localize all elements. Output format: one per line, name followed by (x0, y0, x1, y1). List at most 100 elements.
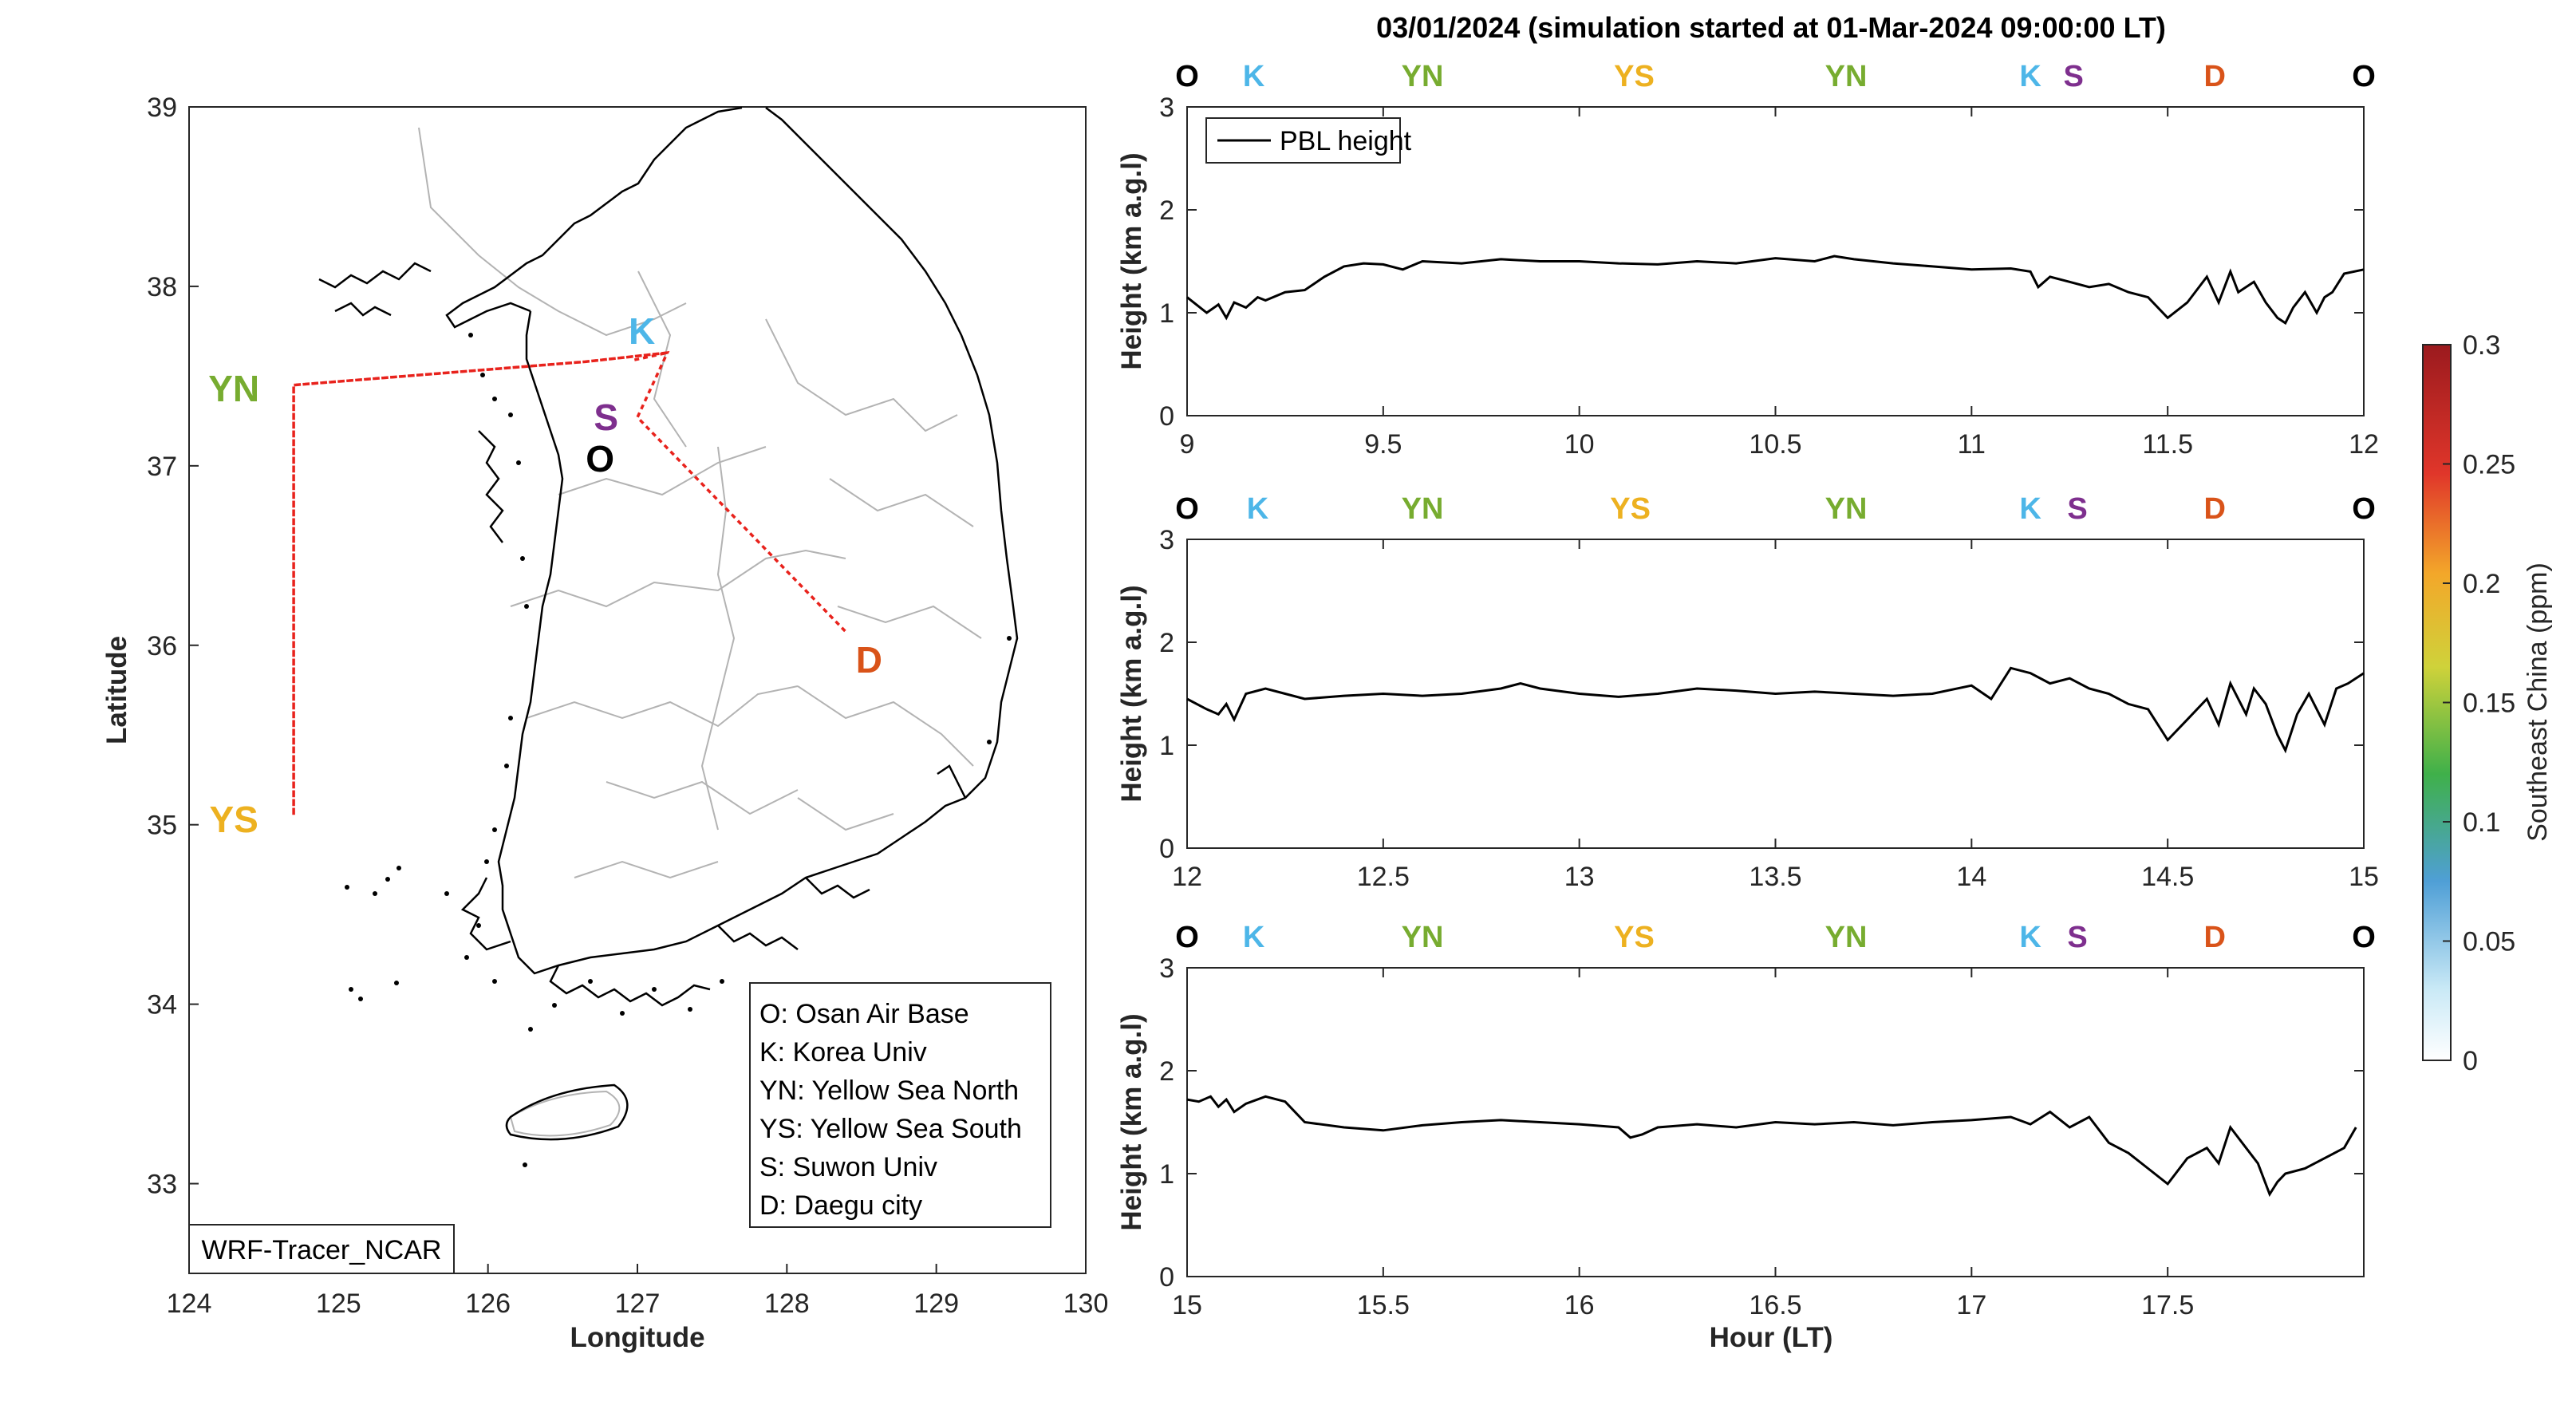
map-station-k: K (629, 310, 655, 352)
station-marker-s: S (2067, 921, 2087, 954)
station-marker-o: O (2352, 60, 2376, 93)
pbl-height-line (1186, 1095, 2357, 1198)
colorbar-tick-label: 0 (2463, 1046, 2478, 1076)
map-station-ys: YS (210, 799, 258, 840)
station-marker-o: O (1175, 492, 1199, 526)
station-marker-d: D (2203, 921, 2225, 954)
legend-line-4: S: Suwon Univ (759, 1152, 937, 1182)
panel-xtick-label: 13.5 (1749, 862, 1801, 892)
panel-ytick-label: 2 (1159, 628, 1174, 658)
figure-title: 03/01/2024 (simulation started at 01-Mar… (1376, 11, 2166, 44)
panel-ytick-label: 3 (1159, 93, 1174, 123)
pbl-legend: PBL height (1205, 117, 1412, 164)
colorbar-ticks: 0 0.05 0.1 0.15 0.2 0.25 0.3 (2443, 330, 2515, 1076)
map-xtick-label: 128 (764, 1289, 810, 1319)
map-ytick-label: 36 (147, 631, 177, 661)
station-marker-yn: YN (1825, 492, 1868, 526)
map-x-ticks: 124 125 126 127 128 129 130 (167, 1264, 1109, 1319)
panel-ytick-label: 2 (1159, 1056, 1174, 1087)
panel-xtick-label: 11.5 (2142, 429, 2193, 460)
panel-ytick-label: 0 (1159, 1262, 1174, 1293)
panel-xtick-label: 13 (1564, 862, 1595, 892)
station-marker-o: O (2352, 921, 2376, 954)
panel-ytick-label: 1 (1159, 1159, 1174, 1190)
map-station-labels: K SO D YN YS (208, 310, 882, 840)
islands (345, 333, 1012, 1167)
map-xlabel: Longitude (570, 1322, 704, 1353)
station-marker-yn: YN (1402, 492, 1444, 526)
panel-xtick-label: 11 (1958, 429, 1986, 460)
colorbar-tick-label: 0.3 (2463, 330, 2500, 361)
station-marker-k: K (1243, 60, 1265, 93)
legend-line-3: YS: Yellow Sea South (759, 1114, 1022, 1144)
map-station-o: O (586, 438, 614, 480)
map-ytick-label: 37 (147, 452, 177, 482)
map-ytick-label: 39 (147, 93, 177, 123)
coastline (318, 106, 1019, 1141)
pbl-legend-label: PBL height (1280, 126, 1412, 156)
pbl-panel-3: 15 15.5 16 16.5 17 17.5 0 1 2 3 Height (km a.g.l) O… (1116, 921, 2376, 1320)
station-marker-yn: YN (1402, 921, 1444, 954)
station-marker-yn: YN (1825, 60, 1868, 93)
colorbar-tick-label: 0.15 (2463, 689, 2515, 719)
pbl-legend-box (1205, 117, 1401, 164)
map-ytick-label: 35 (147, 811, 177, 841)
panel-xtick-label: 12 (1172, 862, 1202, 892)
colorbar-tick-label: 0.25 (2463, 450, 2515, 480)
map-station-s: S (594, 397, 618, 438)
station-marker-o: O (1175, 60, 1199, 93)
panel-xtick-label: 16.5 (1749, 1290, 1801, 1320)
panel-xtick-label: 17.5 (2141, 1290, 2194, 1320)
panel-xtick-label: 14.5 (2141, 862, 2194, 892)
panel-xtick-label: 9 (1180, 429, 1195, 460)
panel-ytick-label: 1 (1159, 298, 1174, 329)
station-marker-s: S (2067, 492, 2087, 526)
map-xtick-label: 130 (1063, 1289, 1109, 1319)
panel-xtick-label: 15.5 (1357, 1290, 1410, 1320)
panel-ylabel: Height (km a.g.l) (1116, 585, 1147, 802)
map-panel: 124 125 126 127 128 129 130 33 34 35 36 37 38 39 Lon… (101, 93, 1108, 1353)
panel-xtick-label: 14 (1956, 862, 1986, 892)
panel-ytick-label: 0 (1159, 834, 1174, 864)
panel-xtick-label: 10 (1564, 429, 1595, 460)
station-marker-ys: YS (1614, 921, 1655, 954)
legend-line-1: K: Korea Univ (759, 1037, 927, 1068)
map-ylabel: Latitude (101, 636, 132, 744)
legend-line-0: O: Osan Air Base (759, 999, 969, 1029)
province-boundaries (418, 127, 982, 1137)
station-marker-ys: YS (1610, 492, 1651, 526)
map-xtick-label: 125 (316, 1289, 361, 1319)
panel-xtick-label: 15 (2349, 862, 2379, 892)
colorbar: 0 0.05 0.1 0.15 0.2 0.25 0.3 Southeast China (… (2422, 330, 2553, 1076)
station-marker-yn: YN (1402, 60, 1444, 93)
station-marker-d: D (2203, 60, 2225, 93)
panel-ytick-label: 0 (1159, 401, 1174, 432)
station-marker-k: K (1247, 492, 1269, 526)
map-ytick-label: 33 (147, 1170, 177, 1200)
station-marker-k: K (2019, 921, 2041, 954)
panel-ytick-label: 3 (1159, 953, 1174, 984)
model-label-box: WRF-Tracer_NCAR (188, 1224, 455, 1274)
station-marker-o: O (2352, 492, 2376, 526)
map-station-yn: YN (208, 368, 259, 409)
station-marker-k: K (2019, 60, 2041, 93)
panel-ytick-label: 2 (1159, 195, 1174, 226)
panel-ylabel: Height (km a.g.l) (1116, 152, 1147, 369)
panel-xtick-label: 16 (1564, 1290, 1595, 1320)
colorbar-tick-label: 0.2 (2463, 569, 2500, 599)
pbl-height-line (1186, 255, 2365, 326)
station-marker-o: O (1175, 921, 1199, 954)
station-marker-ys: YS (1614, 60, 1655, 93)
pbl-height-line (1186, 666, 2365, 754)
station-legend: O: Osan Air Base K: Korea Univ YN: Yello… (749, 982, 1051, 1228)
map-station-d: D (856, 639, 882, 681)
panel-xtick-label: 12.5 (1357, 862, 1410, 892)
panel-xtick-label: 10.5 (1749, 429, 1801, 460)
panel-xtick-label: 9.5 (1364, 429, 1402, 460)
colorbar-tick-label: 0.05 (2463, 927, 2515, 957)
panel-ytick-label: 1 (1159, 731, 1174, 761)
